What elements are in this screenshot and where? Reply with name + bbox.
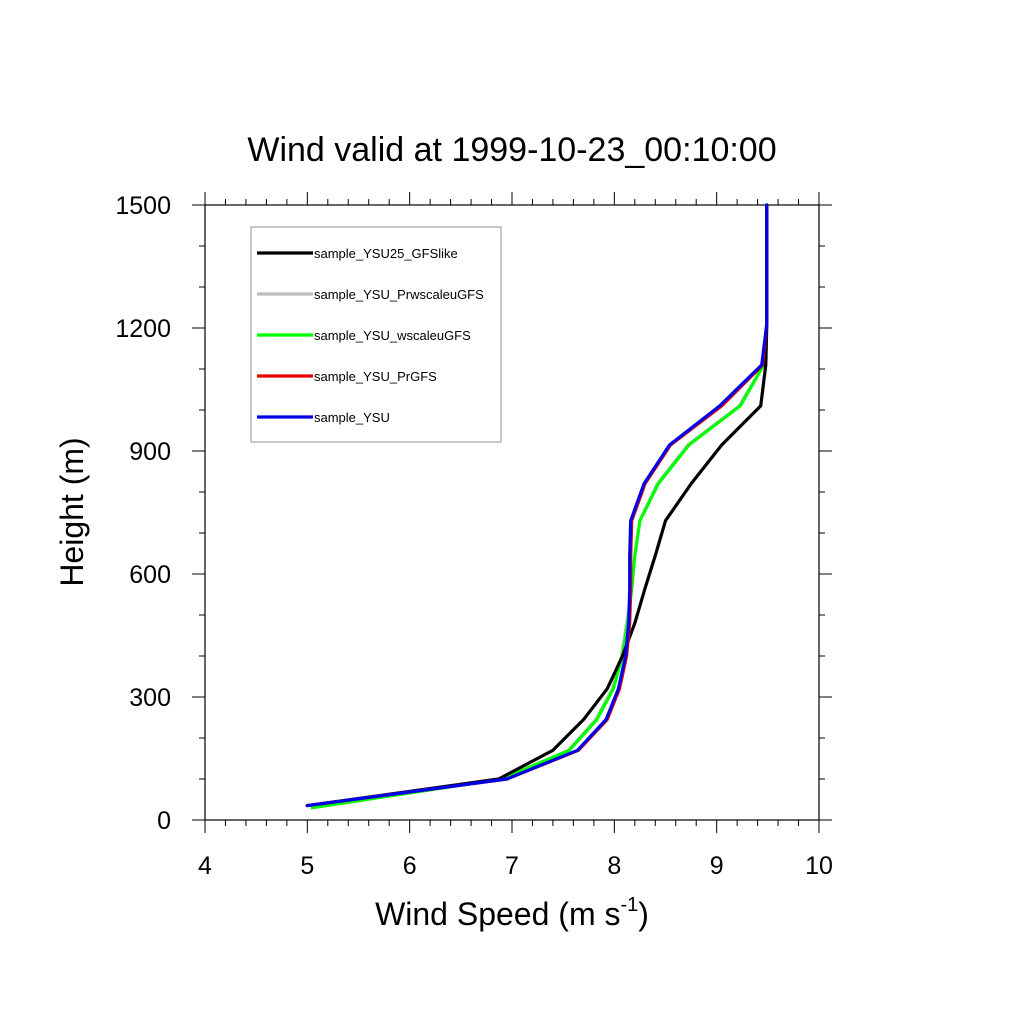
- series-line-sample_YSU25_GFSlike: [305, 203, 769, 808]
- legend-label: sample_YSU: [314, 410, 390, 425]
- y-tick-label: 0: [157, 807, 171, 835]
- axis-ticks: 4 5 6 7 8 9 10 0 300 600 900 1200 1500: [115, 192, 833, 880]
- chart-title: Wind valid at 1999-10-23_00:10:00: [247, 131, 776, 169]
- y-tick-label: 1200: [115, 315, 171, 343]
- x-tick-label: 8: [607, 852, 621, 880]
- y-tick-label: 600: [129, 561, 171, 589]
- x-axis-label-main: Wind Speed (m s: [375, 896, 620, 932]
- y-tick-label: 300: [129, 684, 171, 712]
- x-axis-label-end: ): [638, 896, 649, 932]
- x-tick-label: 5: [300, 852, 314, 880]
- series-lines: [305, 203, 769, 810]
- x-tick-label: 4: [198, 852, 212, 880]
- legend-label: sample_YSU_wscaleuGFS: [314, 328, 471, 343]
- x-axis-label: Wind Speed (m s-1): [375, 894, 649, 932]
- x-tick-label: 9: [710, 852, 724, 880]
- series-line-sample_YSU_wscaleuGFS: [310, 203, 769, 810]
- x-tick-label: 6: [403, 852, 417, 880]
- x-axis-label-superscript: -1: [620, 894, 638, 916]
- y-tick-label: 900: [129, 438, 171, 466]
- legend-label: sample_YSU_PrwscaleuGFS: [314, 287, 484, 302]
- legend: sample_YSU25_GFSlike sample_YSU_Prwscaleu…: [250, 226, 502, 443]
- legend-label: sample_YSU_PrGFS: [314, 369, 437, 384]
- x-tick-label: 7: [505, 852, 519, 880]
- legend-label: sample_YSU25_GFSlike: [314, 246, 458, 261]
- y-axis-label: Height (m): [54, 437, 90, 586]
- x-tick-label: 10: [805, 852, 833, 880]
- series-line-sample_YSU: [305, 203, 769, 808]
- y-tick-label: 1500: [115, 192, 171, 220]
